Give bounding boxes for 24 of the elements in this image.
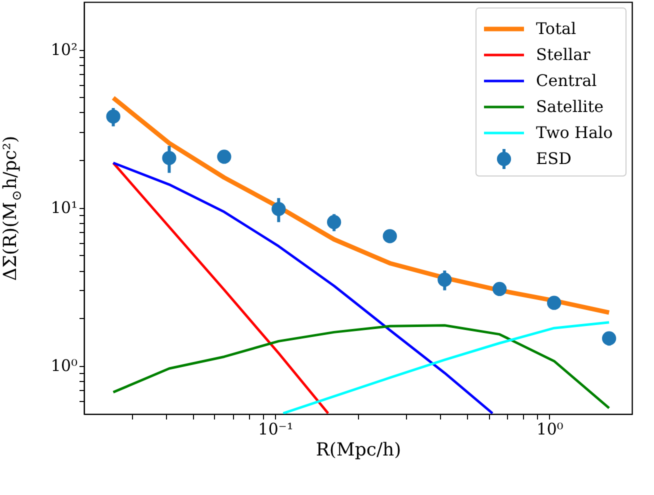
legend-label: Two Halo: [536, 123, 613, 142]
legend-label: ESD: [536, 149, 572, 168]
point: [382, 229, 397, 244]
y-tick-label: 10⁰: [50, 356, 78, 376]
line-series: [112, 324, 610, 410]
line-series: [111, 96, 612, 315]
point: [438, 272, 452, 287]
y-tick-label: 10²: [50, 40, 78, 60]
point: [602, 331, 616, 346]
x-axis-title: R(Mpc/h): [316, 440, 402, 460]
point: [162, 150, 176, 166]
legend-label: Central: [536, 71, 597, 90]
y-tick-label: 10¹: [50, 198, 78, 218]
point: [326, 215, 342, 230]
point: [492, 282, 507, 296]
point: [272, 202, 286, 216]
point: [106, 109, 120, 124]
legend-label: Stellar: [536, 45, 591, 64]
point: [547, 296, 562, 310]
point: [217, 150, 232, 164]
legend-label: Satellite: [536, 97, 604, 116]
y-axis-title: ΔΣ(R)(M⊙h/pc²): [0, 136, 25, 281]
legend-label: Total: [536, 19, 576, 38]
x-tick-label: 10⁻¹: [258, 420, 294, 438]
